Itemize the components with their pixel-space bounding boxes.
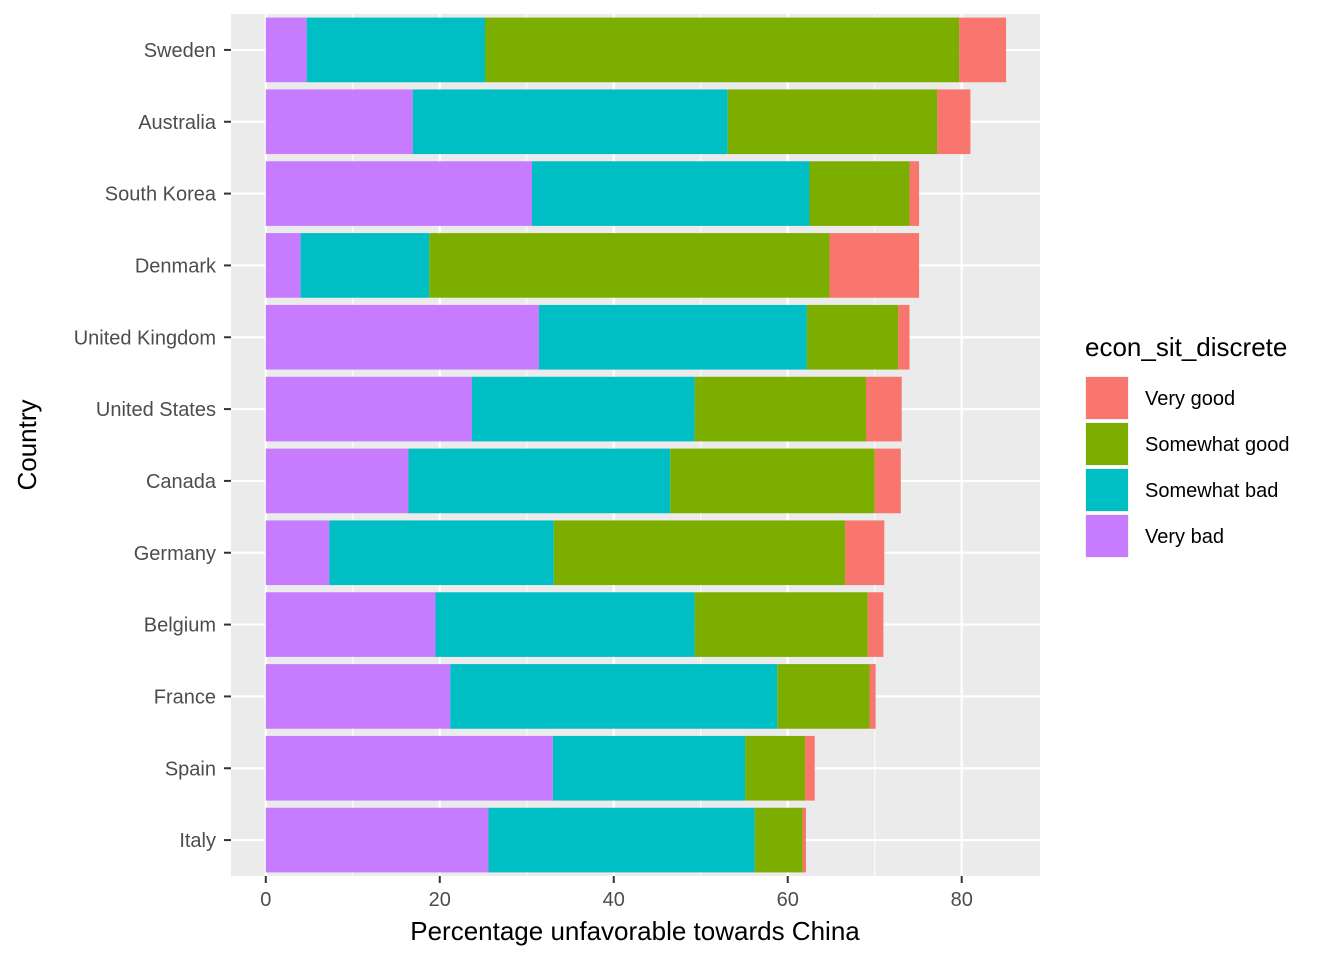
bar-australia-very-good	[937, 89, 971, 155]
y-tick-label: Italy	[179, 830, 216, 852]
bar-united-states-very-good	[866, 376, 902, 442]
bar-france-somewhat-good	[777, 664, 870, 729]
bar-canada-somewhat-good	[670, 448, 875, 514]
legend-entry-label: Very bad	[1145, 526, 1224, 548]
x-axis: 0 20 40 60 80	[260, 876, 973, 911]
bar-australia-very-bad	[265, 89, 413, 155]
y-tick-label: United Kingdom	[74, 327, 216, 349]
bar-spain-very-good	[805, 735, 815, 801]
bar-sweden-very-good	[959, 17, 1007, 83]
bar-germany-somewhat-good	[553, 520, 846, 586]
bar-italy-somewhat-good	[754, 807, 803, 873]
bar-australia-somewhat-good	[727, 89, 938, 155]
x-tick-label: 60	[777, 889, 799, 911]
bar-united-states-somewhat-bad	[471, 376, 695, 442]
bar-belgium-very-good	[867, 592, 884, 657]
y-tick-label: United States	[96, 399, 216, 421]
x-tick-label: 20	[429, 889, 451, 911]
legend-entry-label: Somewhat good	[1145, 434, 1290, 456]
bar-spain-very-bad	[265, 735, 553, 801]
x-tick-label: 80	[951, 889, 973, 911]
bar-denmark-somewhat-bad	[300, 233, 430, 298]
x-axis-title: Percentage unfavorable towards China	[410, 916, 860, 946]
legend-entry-label: Very good	[1145, 388, 1235, 410]
bar-belgium-somewhat-good	[694, 592, 868, 657]
bar-united-kingdom-very-bad	[265, 304, 539, 370]
bar-south-korea-very-good	[909, 161, 920, 226]
y-tick-label: Canada	[146, 471, 217, 493]
legend-entry-label: Somewhat bad	[1145, 480, 1278, 502]
bar-france-very-good	[869, 664, 876, 729]
bar-italy-very-bad	[265, 807, 489, 873]
y-tick-label: Germany	[134, 543, 216, 565]
bar-south-korea-somewhat-good	[809, 161, 910, 226]
legend-key-swatch	[1086, 423, 1128, 465]
y-axis-title: Country	[12, 399, 42, 490]
bar-spain-somewhat-good	[745, 735, 806, 801]
legend: econ_sit_discrete Very good Somewhat good…	[1085, 332, 1290, 558]
bar-canada-very-bad	[265, 448, 409, 514]
y-tick-label: Denmark	[135, 255, 217, 277]
bar-canada-somewhat-bad	[408, 448, 671, 514]
bar-australia-somewhat-bad	[412, 89, 728, 155]
y-tick-label: France	[154, 686, 216, 708]
bar-united-states-somewhat-good	[694, 376, 867, 442]
bar-united-states-very-bad	[265, 376, 472, 442]
x-tick-label: 0	[260, 889, 271, 911]
y-tick-label: Australia	[138, 112, 217, 134]
bar-germany-somewhat-bad	[329, 520, 554, 586]
bar-sweden-somewhat-good	[485, 17, 960, 83]
bar-germany-very-bad	[265, 520, 330, 586]
y-tick-label: Spain	[165, 758, 216, 780]
bar-italy-somewhat-bad	[488, 807, 755, 873]
legend-key-swatch	[1086, 377, 1128, 419]
y-tick-label: South Korea	[105, 184, 217, 206]
y-tick-label: Belgium	[144, 615, 216, 637]
legend-key-swatch	[1086, 515, 1128, 557]
bar-belgium-somewhat-bad	[435, 592, 695, 657]
bar-united-kingdom-somewhat-good	[806, 304, 899, 370]
plot-panel	[231, 14, 1040, 876]
bar-denmark-very-good	[829, 233, 920, 298]
bar-sweden-somewhat-bad	[306, 17, 486, 83]
bar-canada-very-good	[874, 448, 901, 514]
bar-sweden-very-bad	[265, 17, 307, 83]
bar-spain-somewhat-bad	[552, 735, 746, 801]
bar-france-somewhat-bad	[450, 664, 778, 729]
bar-south-korea-somewhat-bad	[531, 161, 810, 226]
bar-italy-very-good	[802, 807, 806, 873]
bar-south-korea-very-bad	[265, 161, 532, 226]
bar-germany-very-good	[845, 520, 885, 586]
bar-united-kingdom-somewhat-bad	[538, 304, 807, 370]
y-axis: Sweden Australia South Korea Denmark United …	[74, 40, 231, 852]
bar-denmark-very-bad	[265, 233, 301, 298]
bar-france-very-bad	[265, 664, 451, 729]
y-tick-label: Sweden	[144, 40, 216, 62]
legend-key-swatch	[1086, 469, 1128, 511]
bar-belgium-very-bad	[265, 592, 436, 657]
bars-layer	[265, 17, 1007, 873]
legend-title: econ_sit_discrete	[1085, 332, 1287, 362]
bar-denmark-somewhat-good	[429, 233, 830, 298]
bar-united-kingdom-very-good	[898, 304, 910, 370]
x-tick-label: 40	[603, 889, 625, 911]
